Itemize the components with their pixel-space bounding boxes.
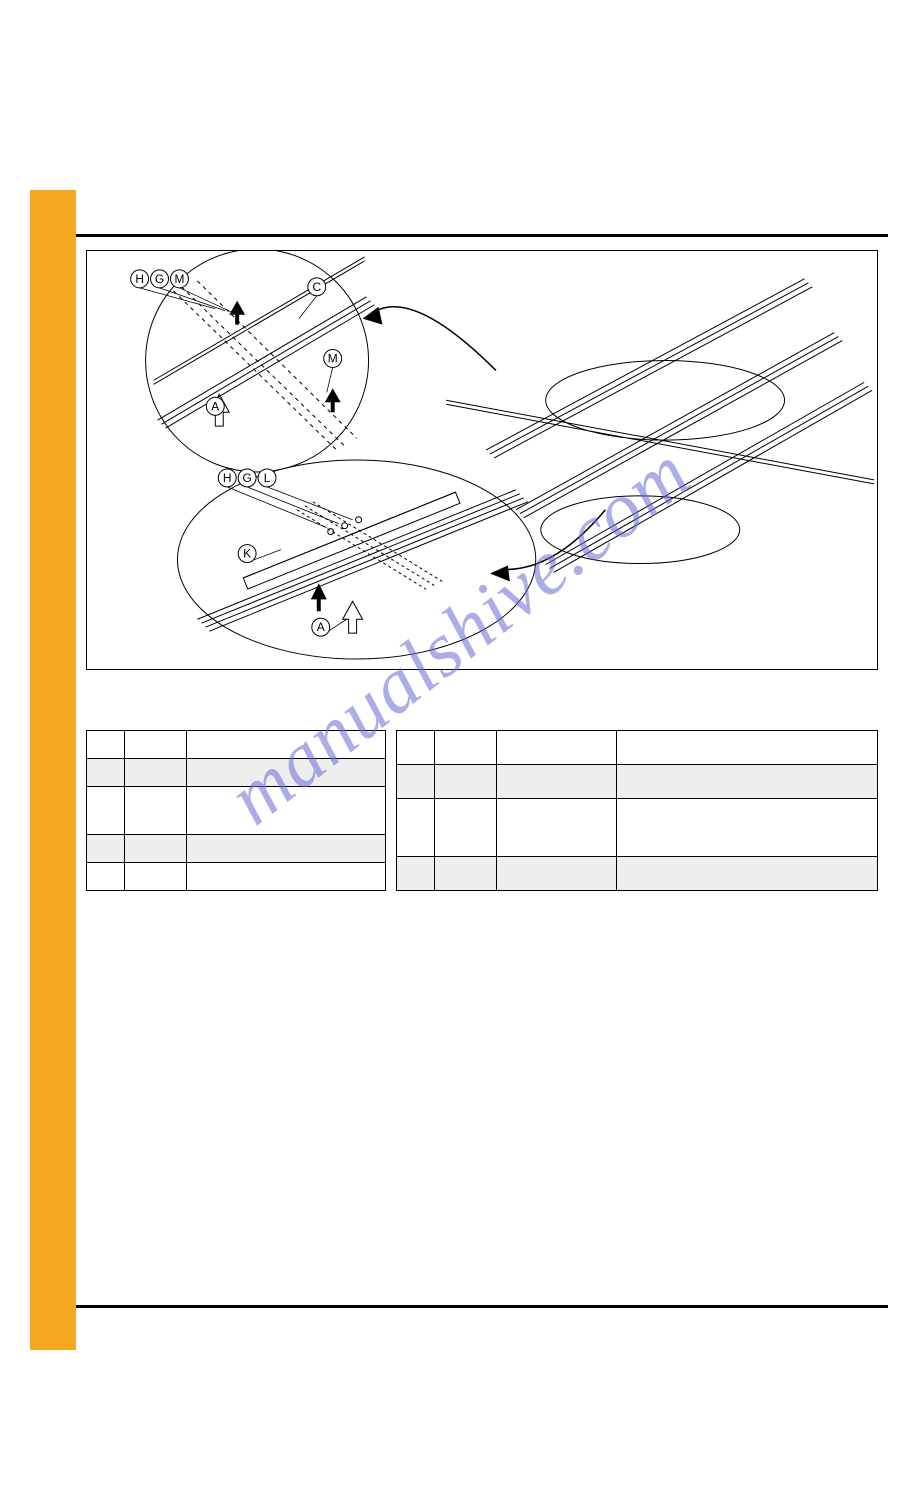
table-row xyxy=(87,759,386,787)
callout-label: M xyxy=(328,351,338,365)
table-row xyxy=(87,863,386,891)
table-cell xyxy=(616,857,877,891)
table-cell xyxy=(497,798,617,856)
table-cell xyxy=(435,731,497,765)
table-row xyxy=(397,857,878,891)
table-cell xyxy=(87,835,125,863)
table-cell xyxy=(497,731,617,765)
table-cell xyxy=(616,731,877,765)
callout-label: H xyxy=(223,471,232,485)
table-cell xyxy=(616,798,877,856)
table-cell xyxy=(87,731,125,759)
table-cell xyxy=(124,731,186,759)
callout-label: A xyxy=(317,620,325,634)
callout-label: H xyxy=(135,272,144,286)
table-cell xyxy=(186,759,385,787)
parts-tables xyxy=(86,730,878,891)
table-row xyxy=(397,731,878,765)
table-cell xyxy=(124,863,186,891)
table-cell xyxy=(497,764,617,798)
table-row xyxy=(397,798,878,856)
table-cell xyxy=(87,787,125,835)
table-cell xyxy=(124,835,186,863)
parts-table-right xyxy=(396,730,878,891)
page: HGMCMA HGLKA manualshive.com xyxy=(0,0,918,1512)
parts-table-left xyxy=(86,730,386,891)
table-row xyxy=(87,731,386,759)
callout-label: G xyxy=(242,471,251,485)
sidebar-accent xyxy=(30,190,76,1350)
table-row xyxy=(87,835,386,863)
callout-label: K xyxy=(243,547,251,561)
table-cell xyxy=(186,835,385,863)
table-cell xyxy=(124,759,186,787)
table-cell xyxy=(435,764,497,798)
table-row xyxy=(87,787,386,835)
technical-figure: HGMCMA HGLKA xyxy=(86,250,878,670)
table-cell xyxy=(87,863,125,891)
table-cell xyxy=(397,731,435,765)
rule-bottom xyxy=(76,1305,888,1308)
table-row xyxy=(397,764,878,798)
table-cell xyxy=(186,787,385,835)
rule-top xyxy=(76,234,888,237)
table-cell xyxy=(186,863,385,891)
callout-label: L xyxy=(264,471,271,485)
callout-label: M xyxy=(174,272,184,286)
table-cell xyxy=(397,764,435,798)
table-cell xyxy=(435,798,497,856)
table-cell xyxy=(435,857,497,891)
table-cell xyxy=(397,798,435,856)
callout-label: G xyxy=(155,272,164,286)
table-cell xyxy=(616,764,877,798)
table-cell xyxy=(497,857,617,891)
callout-label: A xyxy=(211,399,219,413)
table-cell xyxy=(397,857,435,891)
callout-label: C xyxy=(312,280,321,294)
table-cell xyxy=(186,731,385,759)
table-cell xyxy=(124,787,186,835)
table-cell xyxy=(87,759,125,787)
